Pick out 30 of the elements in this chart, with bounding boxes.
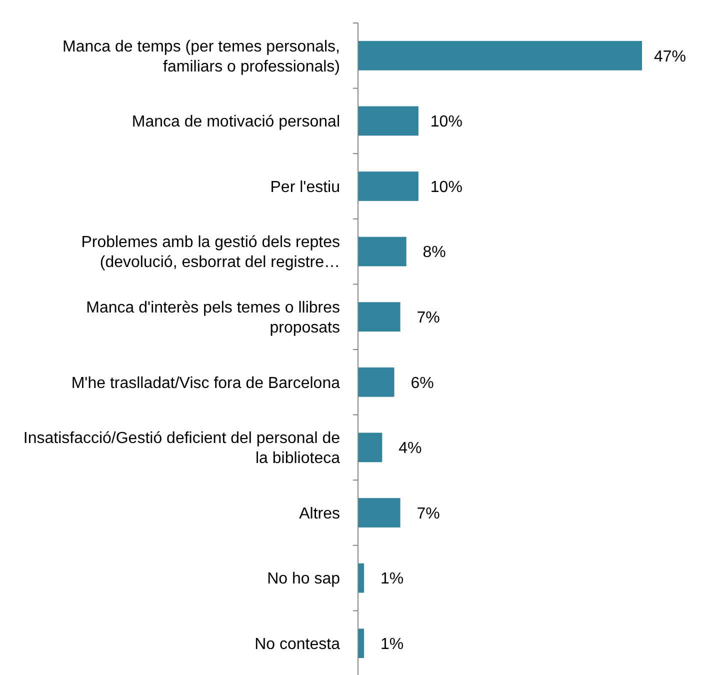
data-label: 10% [430,114,462,131]
bar [358,302,400,332]
y-tick-label: Manca d'interès pels temes o llibres proposats [86,299,340,336]
y-tick-label: Insatisfacció/Gestió deficient del personal de la biblioteca [23,430,340,468]
data-label: 10% [430,178,462,196]
y-tick-label: M'he traslladat/Visc fora de Barcelona [71,374,340,392]
data-label: 4% [398,440,422,458]
y-tick-label: No ho sap [267,570,340,588]
bar [358,106,418,136]
y-tick-label: Manca de temps (per temes personals, familiars o professionals) [62,38,340,76]
bar [358,172,418,201]
data-label: 8% [422,244,446,262]
bar [358,563,364,593]
data-label: 47% [654,48,686,66]
y-tick-label: Problemes amb la gestió dels reptes (devolució, esborrat del registre… [81,234,340,272]
data-label: 1% [380,570,404,588]
y-tick-label: Per l'estiu [270,178,340,196]
y-tick-label: Altres [299,505,340,522]
data-label: 6% [410,374,434,392]
data-label: 7% [416,309,440,326]
bar [358,367,394,397]
bar [358,498,400,528]
y-tick-label: No contesta [254,636,340,653]
bar [358,628,364,658]
data-label: 1% [380,636,404,653]
data-label: 7% [416,505,440,522]
bar [358,40,642,70]
bar [358,236,406,266]
bar [358,432,382,462]
y-tick-label: Manca de motivació personal [132,114,340,131]
